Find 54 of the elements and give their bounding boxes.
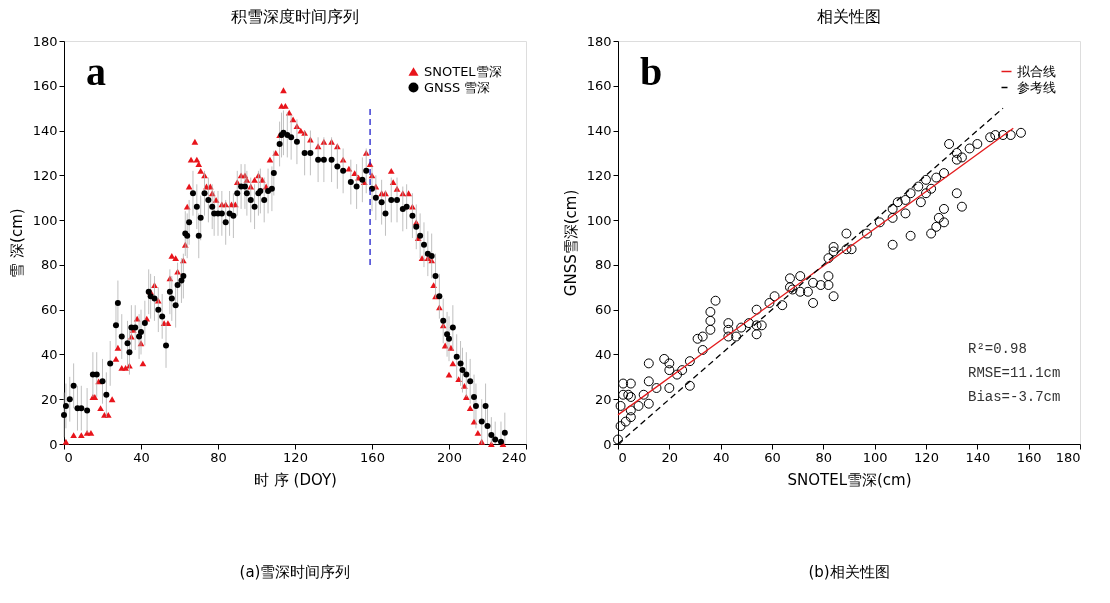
y-tick-label: 120 xyxy=(32,167,58,183)
y-tick-label: 20 xyxy=(594,391,612,407)
x-tick-label: 100 xyxy=(862,449,888,465)
y-tick-label: 140 xyxy=(32,123,58,139)
y-tick-label: 0 xyxy=(49,436,58,452)
y-tick-label: 120 xyxy=(586,167,612,183)
x-tick-label: 20 xyxy=(661,449,679,465)
x-tick-label: 120 xyxy=(283,449,308,465)
legend-label: 参考线 xyxy=(1017,79,1056,95)
x-tick-label: 80 xyxy=(815,449,833,465)
y-axis-title: GNSS雪深(cm) xyxy=(561,189,580,297)
y-tick-label: 160 xyxy=(32,78,58,94)
x-tick-label: 120 xyxy=(914,449,939,465)
x-tick-label: 60 xyxy=(764,449,781,465)
annotation: a xyxy=(86,49,106,94)
y-tick-label: 140 xyxy=(586,123,612,139)
y-tick-label: 40 xyxy=(40,346,58,362)
x-tick-label: 40 xyxy=(133,449,150,465)
x-tick-label: 0 xyxy=(618,449,627,465)
x-tick-label: 160 xyxy=(360,449,385,465)
y-tick-label: 60 xyxy=(594,302,612,318)
legend-label: SNOTEL雪深 xyxy=(424,63,502,79)
x-axis-title: 时 序 (DOY) xyxy=(254,470,337,489)
annotation: RMSE=11.1cm xyxy=(968,365,1061,381)
x-tick-label: 240 xyxy=(501,449,527,465)
y-tick-label: 80 xyxy=(594,257,612,273)
x-tick-label: 160 xyxy=(1016,449,1042,465)
x-tick-label: 0 xyxy=(64,449,73,465)
y-axis-title: 雪 深(cm) xyxy=(7,208,26,278)
y-tick-label: 100 xyxy=(586,212,612,228)
y-tick-label: 0 xyxy=(603,436,612,452)
chart-title: 积雪深度时间序列 xyxy=(231,7,359,26)
y-tick-label: 160 xyxy=(586,78,612,94)
legend-label: GNSS 雪深 xyxy=(424,79,491,95)
y-tick-label: 40 xyxy=(594,346,612,362)
annotation: b xyxy=(640,49,663,94)
x-tick-label: 80 xyxy=(210,449,227,465)
y-tick-label: 20 xyxy=(40,391,58,407)
y-tick-label: 80 xyxy=(40,257,58,273)
annotation: R²=0.98 xyxy=(968,341,1027,357)
x-axis-title: SNOTEL雪深(cm) xyxy=(787,470,912,489)
chart-title: 相关性图 xyxy=(817,7,881,26)
annotation: Bias=-3.7cm xyxy=(968,389,1061,405)
y-tick-label: 180 xyxy=(32,33,58,49)
y-tick-label: 60 xyxy=(40,302,58,318)
x-tick-label: 180 xyxy=(1055,449,1081,465)
y-tick-label: 180 xyxy=(586,33,612,49)
x-tick-label: 40 xyxy=(712,449,730,465)
x-tick-label: 200 xyxy=(437,449,462,465)
text: (b)相关性图 xyxy=(808,563,890,581)
y-tick-label: 100 xyxy=(32,212,58,228)
text: (a)雪深时间序列 xyxy=(239,563,351,581)
x-tick-label: 140 xyxy=(965,449,991,465)
legend-label: 拟合线 xyxy=(1017,63,1056,79)
